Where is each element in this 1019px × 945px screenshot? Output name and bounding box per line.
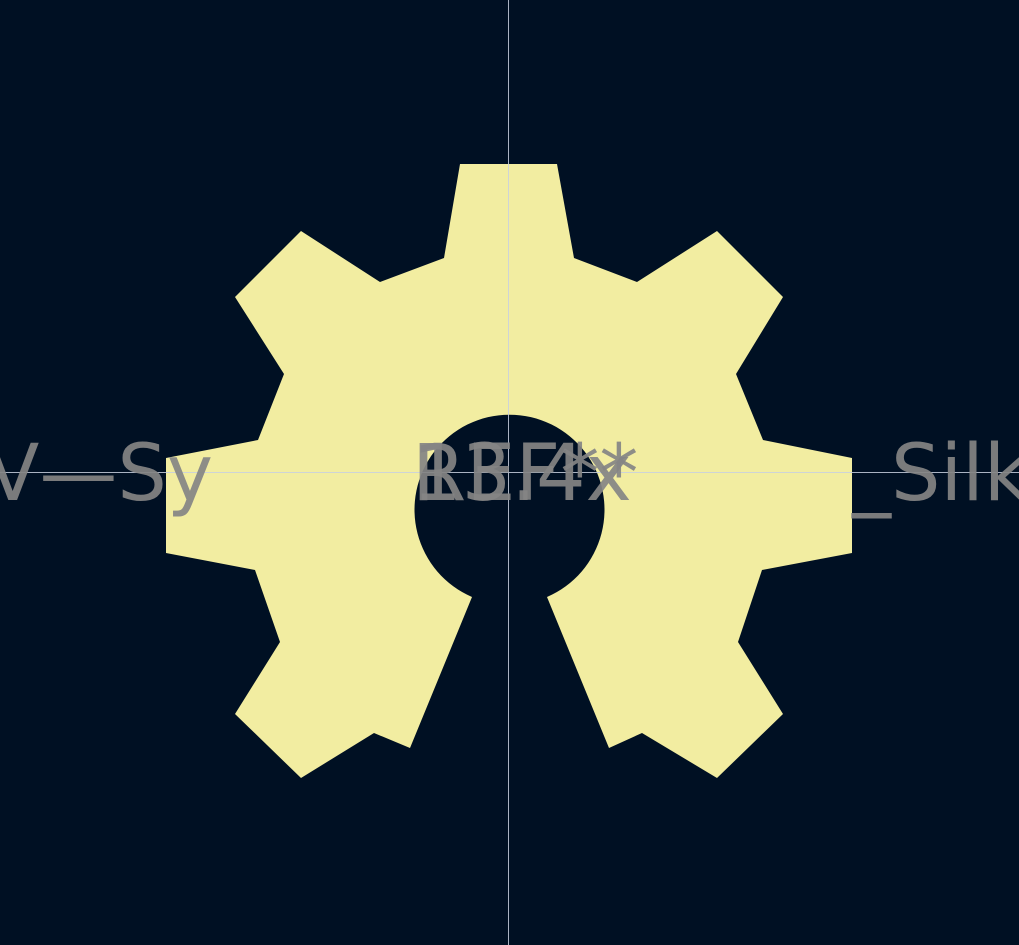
left-footprint-label: V—Sy — [0, 429, 213, 519]
reference-designator: REF** — [412, 429, 638, 519]
right-footprint-label: _Silk — [851, 429, 1019, 519]
value-label: 13.4x — [412, 429, 632, 519]
oshw-gear-icon — [166, 164, 852, 778]
silkscreen-text-layer: V—Sy REF** 13.4x _Silk — [0, 429, 1019, 519]
